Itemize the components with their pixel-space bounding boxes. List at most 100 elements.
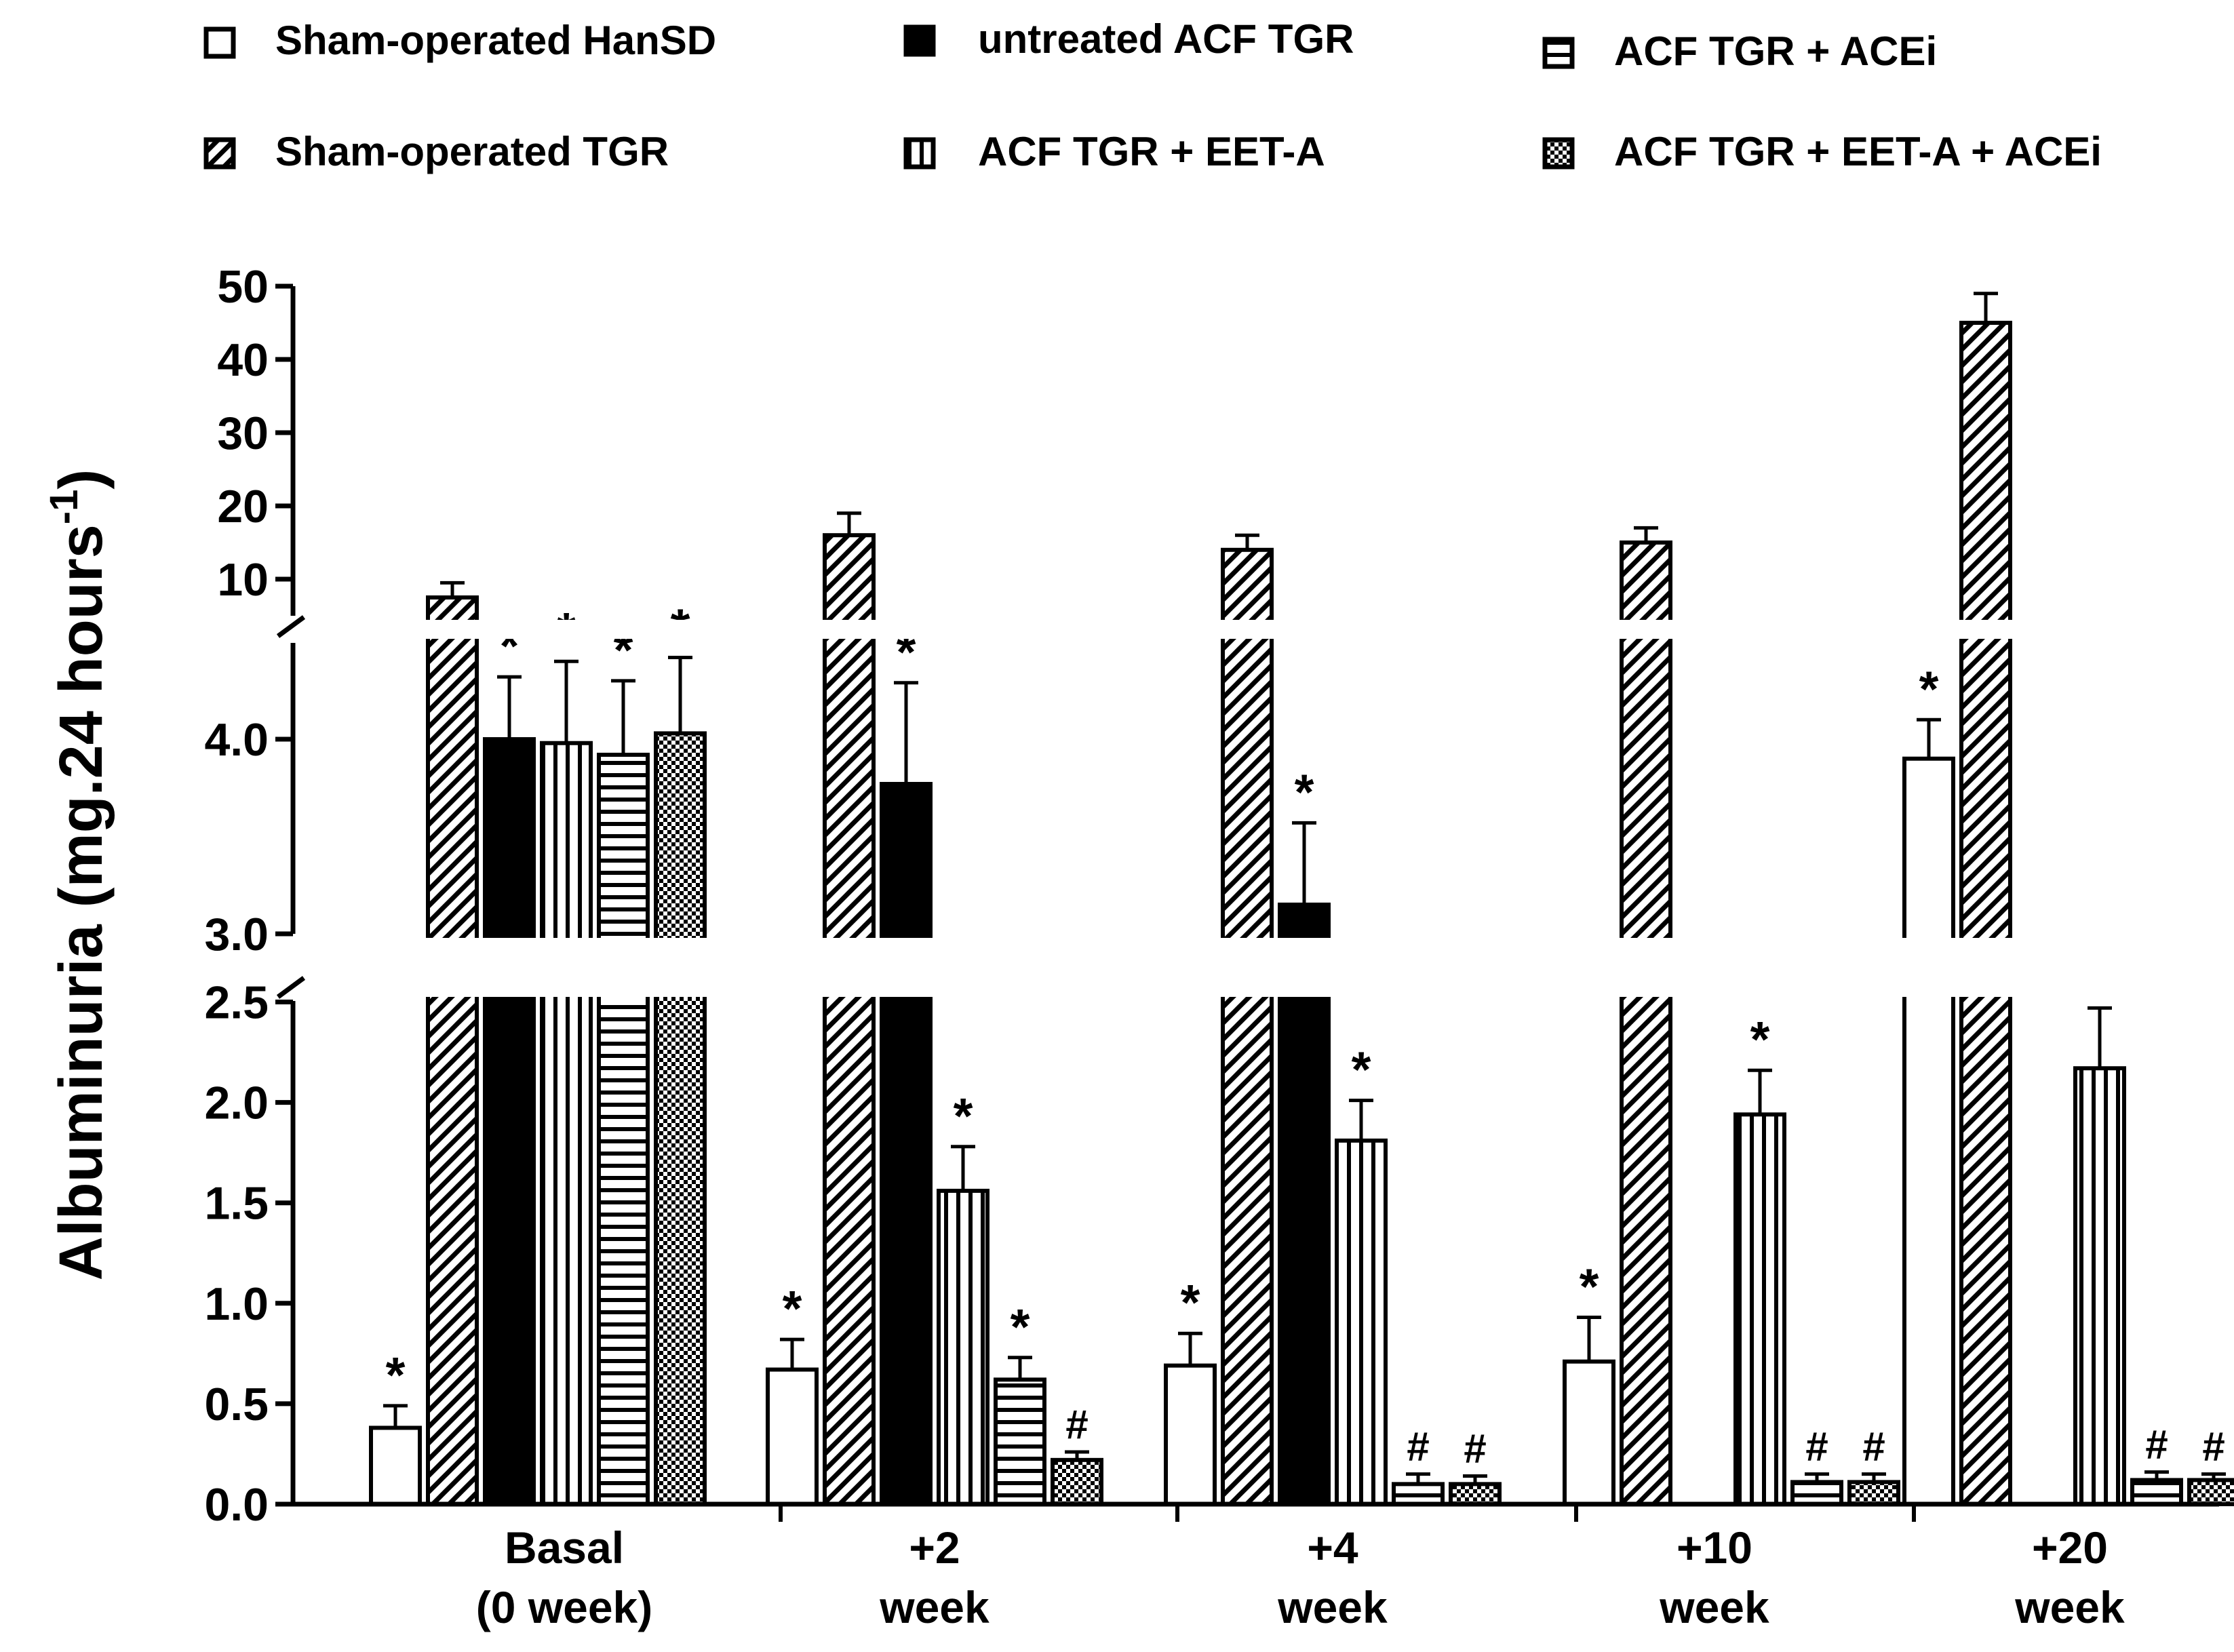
significance-marker: * [1580, 1259, 1599, 1315]
legend: Sham-operated HanSD untreated ACF TGR AC… [203, 16, 2102, 174]
bar-group-4-3: # [1790, 1424, 1843, 1506]
bar [2187, 1478, 2234, 1507]
significance-marker: * [954, 1088, 973, 1144]
bar [540, 741, 593, 1506]
legend-entry-acf-acei: ACF TGR + ACEi [1542, 28, 1937, 74]
y-tick-label: 2.0 [204, 1078, 269, 1129]
bar [1392, 1482, 1445, 1506]
axis-break-mark [276, 976, 306, 999]
bar [1335, 1138, 1388, 1507]
bar [880, 782, 933, 1506]
bar-group-3-2: * [1335, 1042, 1388, 1507]
bar [1051, 1457, 1103, 1506]
bar-group-5-1: # [1051, 1402, 1103, 1506]
y-tick-label: 1.0 [204, 1278, 269, 1330]
bar [2130, 1478, 2183, 1507]
legend-label-acf-eeta: ACF TGR + EET-A [978, 129, 1325, 174]
x-tick-label-line2: week [1659, 1582, 1769, 1632]
x-tick-label-line1: +2 [909, 1522, 960, 1573]
axis-break-mark [276, 615, 306, 638]
bar-group-1-4 [1959, 292, 2012, 1506]
bar-group-0-3: * [1563, 1259, 1615, 1506]
bar [1278, 902, 1331, 1506]
significance-marker: * [1011, 1299, 1030, 1355]
bar-group-1-1 [823, 511, 876, 1507]
bar-group-3-4: * [2073, 949, 2126, 1506]
bar [1790, 1480, 1843, 1506]
x-tick-label-line1: +10 [1677, 1522, 1752, 1573]
axis-break-gap [292, 620, 2225, 639]
y-tick-label: 0.0 [204, 1479, 269, 1531]
y-tick-label: 4.0 [204, 714, 269, 766]
legend-entry-acf-eeta: ACF TGR + EET-A [903, 129, 1325, 174]
bar-group-0-4: * [1902, 661, 1955, 1506]
y-axis-title: Albuminuria (mg.24 hours-1) [42, 469, 115, 1281]
bar-group-4-1: * [994, 1299, 1046, 1506]
legend-entry-untreated-acf: untreated ACF TGR [903, 16, 1354, 62]
y-tick-label: 20 [217, 481, 269, 532]
bar [1164, 1363, 1217, 1506]
bar [823, 533, 876, 1507]
legend-label-sham-tgr: Sham-operated TGR [275, 129, 669, 174]
bar-group-5-0: * [654, 598, 707, 1506]
x-tick-label-line2: week [1277, 1582, 1388, 1632]
significance-marker: # [1862, 1424, 1885, 1470]
bar [1847, 1480, 1900, 1506]
bar [2073, 1066, 2126, 1506]
significance-marker: # [2202, 1424, 2225, 1470]
bar [1563, 1359, 1615, 1506]
legend-entry-sham-tgr: Sham-operated TGR [203, 129, 669, 174]
bar-group-1-3 [1620, 526, 1672, 1506]
y-tick-label: 0.5 [204, 1379, 269, 1430]
significance-marker: * [1352, 1042, 1371, 1098]
bar [1959, 321, 2012, 1506]
legend-entry-acf-eeta-acei: ACF TGR + EET-A + ACEi [1542, 129, 2102, 174]
legend-label-acf-acei: ACF TGR + ACEi [1614, 28, 1937, 74]
y-tick-label: 10 [217, 554, 269, 606]
bar-group-5-3: # [1847, 1424, 1900, 1506]
bar-group-5-4: # [2187, 1424, 2234, 1507]
significance-marker: # [1065, 1402, 1088, 1447]
legend-swatch-sham-tgr [203, 137, 236, 170]
bar-group-2-1: * [880, 624, 933, 1506]
bar [1733, 1112, 1786, 1506]
bar-group-3-3: * [1733, 1011, 1786, 1506]
bar-group-1-0 [426, 581, 479, 1506]
legend-swatch-acf-acei [1542, 37, 1575, 69]
bar-group-3-0: * [540, 602, 593, 1506]
bar-group-3-1: * [937, 1088, 989, 1506]
bar [483, 737, 536, 1506]
y-tick-label: 30 [217, 408, 269, 459]
significance-marker: # [1464, 1426, 1486, 1472]
bar-group-1-2 [1221, 533, 1274, 1506]
y-tick-label: 40 [217, 334, 269, 386]
bar [1221, 547, 1274, 1506]
bar [597, 752, 650, 1506]
bar-group-4-4: # [2130, 1422, 2183, 1507]
y-tick-label: 3.0 [204, 909, 269, 960]
bar [766, 1367, 819, 1507]
significance-marker: * [1181, 1274, 1200, 1331]
significance-marker: * [386, 1347, 406, 1403]
bar [426, 595, 479, 1506]
axis-break-gap [292, 938, 2225, 997]
significance-marker: # [1805, 1424, 1828, 1470]
y-tick-label: 1.5 [204, 1178, 269, 1230]
bar-group-0-1: * [766, 1280, 819, 1507]
bar [654, 731, 707, 1506]
bar [369, 1425, 422, 1507]
x-tick-label-line1: +4 [1307, 1522, 1358, 1573]
bar [1449, 1482, 1502, 1506]
x-tick-label-line2: (0 week) [476, 1582, 652, 1632]
bar-group-4-2: # [1392, 1424, 1445, 1506]
bar-group-5-2: # [1449, 1426, 1502, 1506]
legend-entry-sham-hansd: Sham-operated HanSD [203, 18, 716, 63]
legend-swatch-sham-hansd [203, 26, 236, 59]
x-tick-label-line2: week [2014, 1582, 2125, 1632]
significance-marker: * [1919, 661, 1939, 717]
bar [1902, 756, 1955, 1506]
bar [1620, 540, 1672, 1506]
bar-group-0-2: * [1164, 1274, 1217, 1506]
